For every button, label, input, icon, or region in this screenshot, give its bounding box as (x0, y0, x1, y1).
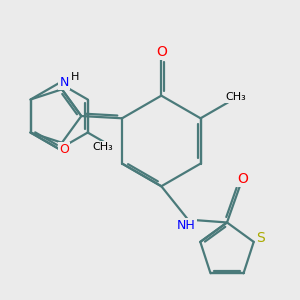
Text: CH₃: CH₃ (93, 142, 114, 152)
Text: H: H (70, 72, 79, 82)
Text: O: O (156, 45, 167, 59)
Text: O: O (237, 172, 248, 185)
Text: O: O (59, 143, 69, 156)
Text: CH₃: CH₃ (226, 92, 247, 102)
Text: N: N (59, 76, 69, 89)
Text: NH: NH (177, 219, 196, 232)
Text: S: S (256, 231, 265, 245)
